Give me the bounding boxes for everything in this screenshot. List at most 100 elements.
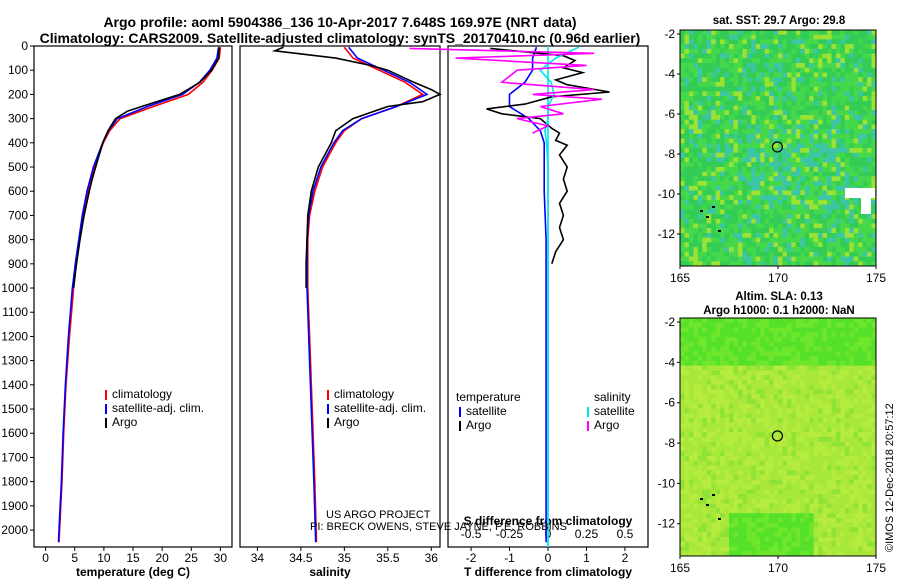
map-cell (804, 484, 810, 490)
map-cell (764, 356, 770, 362)
map-cell (867, 365, 872, 371)
map-cell (706, 133, 712, 139)
map-cell (791, 370, 797, 376)
map-cell (778, 522, 783, 528)
map-cell (720, 77, 725, 83)
map-cell (844, 508, 850, 514)
map-cell (858, 351, 864, 357)
map-cell (835, 327, 841, 333)
map-cell (737, 119, 743, 125)
map-cell (804, 39, 810, 45)
map-cell (684, 233, 690, 239)
map-cell (800, 119, 806, 125)
map-cell (764, 195, 770, 201)
map-cell (764, 171, 770, 177)
map-cell (684, 456, 690, 462)
map-cell (773, 351, 779, 357)
map-cell (737, 152, 743, 158)
map-cell (818, 460, 823, 466)
map-cell (764, 403, 770, 409)
map-cell (782, 427, 788, 433)
difference-legend-s-label: Argo (594, 418, 620, 432)
map-cell (733, 63, 739, 69)
map-cell (867, 181, 872, 187)
map-cell (822, 418, 828, 424)
map-cell (867, 370, 872, 376)
map-cell (871, 138, 877, 144)
map-cell (773, 494, 779, 500)
map-cell (697, 233, 703, 239)
map-cell (800, 418, 806, 424)
map-cell (844, 484, 850, 490)
map-cell (786, 53, 792, 59)
map-cell (804, 48, 810, 54)
map-cell (769, 460, 774, 466)
map-cell (853, 351, 859, 357)
map-cell (795, 148, 801, 154)
map-cell (844, 365, 850, 371)
map-cell (684, 403, 690, 409)
map-cell (853, 138, 859, 144)
map-cell (831, 72, 837, 78)
map-cell (733, 441, 739, 447)
map-cell (844, 30, 850, 36)
map-cell (737, 86, 743, 92)
map-cell (733, 237, 739, 243)
map-cell (751, 53, 757, 59)
map-cell (818, 209, 823, 215)
map-cell (724, 218, 730, 224)
map-cell (835, 422, 841, 428)
map-cell (804, 318, 810, 324)
map-cell (778, 356, 783, 362)
map-cell (849, 460, 855, 466)
map-cell (827, 494, 832, 500)
map-cell (711, 356, 717, 362)
map-cell (706, 100, 712, 106)
map-cell (706, 233, 712, 239)
map-cell (862, 503, 868, 509)
map-cell (773, 517, 779, 524)
map-cell (867, 124, 872, 130)
map-cell (697, 171, 703, 177)
map-cell (786, 81, 792, 87)
map-cell (795, 551, 801, 557)
map-cell (795, 39, 801, 45)
map-cell (867, 110, 872, 116)
map-cell (809, 508, 815, 514)
map-cell (684, 105, 690, 111)
map-cell (711, 427, 717, 433)
map-cell (809, 532, 815, 538)
map-cell (742, 322, 748, 328)
map-cell (840, 537, 846, 543)
map-cell (835, 532, 841, 538)
map-cell (804, 356, 810, 362)
map-cell (867, 537, 872, 543)
map-cell (800, 228, 806, 234)
depth-tick-label: 900 (8, 257, 28, 271)
map-cell (804, 171, 810, 177)
map-cell (858, 242, 864, 248)
map-cell (831, 261, 837, 267)
map-cell (733, 327, 739, 333)
map-cell (715, 223, 721, 229)
map-cell (702, 422, 708, 428)
map-cell (782, 346, 788, 352)
map-cell (724, 327, 730, 333)
map-cell (706, 456, 712, 462)
map-cell (760, 413, 766, 419)
map-cell (702, 39, 708, 45)
map-cell (769, 398, 774, 405)
map-cell (862, 34, 868, 40)
map-cell (831, 517, 837, 524)
map-cell (755, 437, 761, 443)
map-cell (737, 432, 743, 438)
map-cell (813, 503, 819, 509)
map-cell (818, 370, 823, 376)
map-cell (733, 86, 739, 92)
map-cell (773, 503, 779, 509)
map-cell (684, 214, 690, 220)
map-cell (755, 522, 761, 528)
map-cell (844, 63, 850, 69)
map-cell (684, 148, 690, 154)
map-cell (746, 489, 752, 495)
